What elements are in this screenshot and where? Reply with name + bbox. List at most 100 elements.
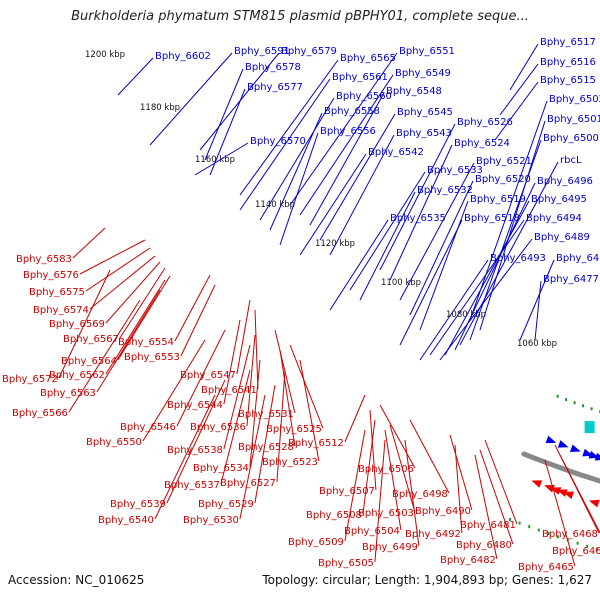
track-tick <box>556 394 559 398</box>
reverse-gene-label: Bphy_6536 <box>190 422 246 433</box>
reverse-gene-label: Bphy_6553 <box>124 352 180 363</box>
reverse-leader-line <box>374 439 386 563</box>
track-tick <box>518 521 521 525</box>
map-title: Burkholderia phymatum STM815 plasmid pBP… <box>71 9 529 24</box>
forward-leader-line <box>399 162 475 301</box>
reverse-gene-label: Bphy_6490 <box>415 506 471 517</box>
track-tick <box>596 547 599 551</box>
reverse-gene-label: Bphy_6544 <box>167 400 223 411</box>
reverse-gene-label: Bphy_6509 <box>288 537 344 548</box>
reverse-gene-label: Bphy_6492 <box>405 529 461 540</box>
forward-leader-line <box>479 120 546 331</box>
track-tick <box>576 541 579 545</box>
reverse-leader-line <box>544 459 576 567</box>
track-tick <box>537 528 540 532</box>
forward-leader-line <box>329 134 395 256</box>
forward-gene-label: Bphy_6478 <box>556 253 600 264</box>
forward-leader-line <box>534 280 542 341</box>
reverse-gene-label: Bphy_6567 <box>63 334 119 345</box>
reverse-gene-label: Bphy_6507 <box>319 486 375 497</box>
reverse-gene-arrow <box>531 480 543 488</box>
reverse-gene-label: Bphy_6563 <box>40 388 96 399</box>
kbp-label-layer: 1200 kbp 1180 kbp 1160 kbp 1140 kbp 1120 kbp… <box>85 50 557 349</box>
reverse-leader-line <box>117 275 171 361</box>
forward-leader-line <box>469 139 542 341</box>
reverse-leader-line <box>276 369 286 483</box>
reverse-gene-label: Bphy_6512 <box>288 438 344 449</box>
reverse-gene-label: Bphy_6583 <box>16 254 72 265</box>
reverse-gene-label: Bphy_6554 <box>118 337 174 348</box>
forward-gene-label: Bphy_6494 <box>526 213 582 224</box>
reverse-leader-line <box>484 439 518 525</box>
forward-gene-label: Bphy_6500 <box>543 133 599 144</box>
reverse-leader-line <box>154 394 216 520</box>
reverse-leader-line <box>379 404 416 469</box>
feature-layer <box>584 421 595 434</box>
reverse-gene-label: Bphy_6547 <box>180 370 236 381</box>
reverse-gene-label: Bphy_6569 <box>49 319 105 330</box>
forward-gene-label: Bphy_6496 <box>537 176 593 187</box>
forward-gene-label: Bphy_6533 <box>427 165 483 176</box>
reverse-gene-label: Bphy_6508 <box>306 510 362 521</box>
kbp-label: 1200 kbp <box>85 50 125 60</box>
forward-gene-label: rbcL <box>560 155 582 166</box>
forward-leader-line <box>419 259 489 361</box>
reverse-gene-label: Bphy_6523 <box>262 457 318 468</box>
reverse-leader-line <box>89 255 156 310</box>
reverse-leader-line <box>85 247 151 292</box>
forward-gene-label: Bphy_6542 <box>368 147 424 158</box>
reverse-leader-line <box>180 284 216 357</box>
forward-gene-label: Bphy_6549 <box>395 68 451 79</box>
forward-leader-line <box>299 153 367 256</box>
reverse-leader-line <box>254 309 259 390</box>
reverse-leader-line <box>289 344 324 429</box>
reverse-gene-label: Bphy_6540 <box>98 515 154 526</box>
reverse-leader-line <box>362 419 376 515</box>
forward-gene-label: Bphy_6561 <box>332 72 388 83</box>
forward-leader-line <box>269 112 323 231</box>
forward-leader-line <box>439 238 533 361</box>
reverse-gene-label: Bphy_6468 <box>542 529 598 540</box>
reverse-leader-line <box>223 319 241 405</box>
forward-gene-label: Bphy_6493 <box>490 253 546 264</box>
forward-gene-label: Bphy_6602 <box>155 51 211 62</box>
forward-leader-line <box>259 97 335 221</box>
forward-leader-line <box>329 219 389 311</box>
forward-leader-line <box>499 63 539 116</box>
kbp-label: 1080 kbp <box>446 310 486 320</box>
forward-leader-line <box>204 68 244 161</box>
reverse-leader-line <box>96 289 161 393</box>
feature-block <box>584 421 595 434</box>
leader-line-layer <box>58 43 600 567</box>
reverse-gene-label: Bphy_6562 <box>49 370 105 381</box>
reverse-leader-line <box>559 454 600 534</box>
forward-gene-label: Bphy_6535 <box>390 213 446 224</box>
kbp-label: 1060 kbp <box>517 339 557 349</box>
forward-gene-label: Bphy_6495 <box>531 194 587 205</box>
reverse-gene-arrow <box>563 491 575 500</box>
forward-leader-line <box>444 200 530 356</box>
gene-layer <box>531 435 600 508</box>
reverse-leader-line <box>449 434 473 511</box>
reverse-leader-line <box>176 329 226 427</box>
forward-leader-line <box>299 74 394 216</box>
track-tick <box>565 398 568 402</box>
reverse-gene-label: Bphy_6528 <box>238 442 294 453</box>
forward-leader-line <box>279 132 319 246</box>
forward-leader-line <box>239 78 331 211</box>
reverse-leader-line <box>105 279 166 375</box>
forward-gene-arrow <box>594 452 600 461</box>
forward-gene-arrow <box>557 440 569 448</box>
forward-gene-label: Bphy_6521 <box>476 156 532 167</box>
forward-gene-label: Bphy_6548 <box>386 86 442 97</box>
reverse-leader-line <box>236 299 251 375</box>
reverse-leader-line <box>72 227 106 259</box>
reverse-gene-label: Bphy_6525 <box>266 424 322 435</box>
track-tick <box>582 404 585 408</box>
topology-summary: Topology: circular; Length: 1,904,893 bp… <box>262 573 592 587</box>
accession-text: Accession: NC_010625 <box>8 573 145 587</box>
reverse-gene-label: Bphy_6498 <box>392 489 448 500</box>
forward-gene-label: Bphy_6570 <box>250 136 306 147</box>
forward-leader-line <box>409 180 474 316</box>
forward-gene-label: Bphy_6477 <box>543 274 599 285</box>
